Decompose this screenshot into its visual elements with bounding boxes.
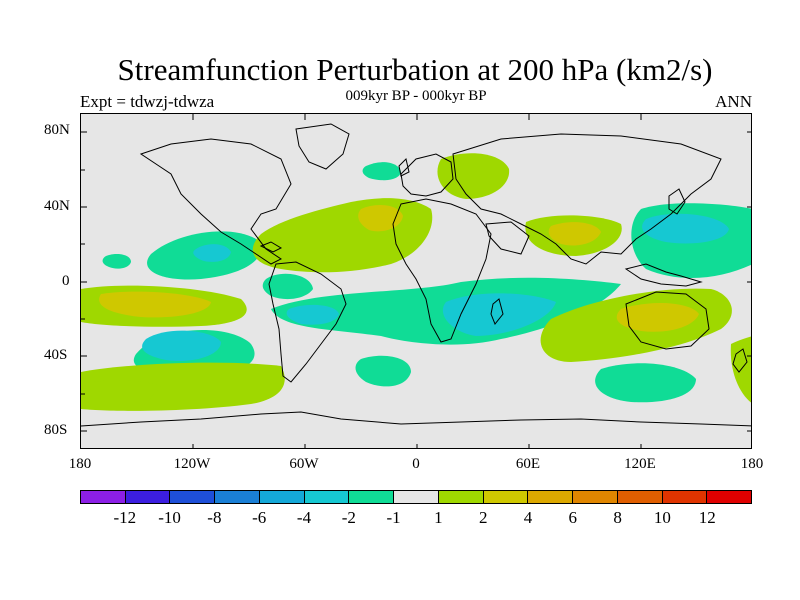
colorbar-label: 2 — [478, 508, 488, 527]
contour-neg2-west-pacific — [642, 213, 729, 244]
lon-tick-label: 60E — [515, 456, 541, 472]
colorbar-label: -2 — [341, 508, 356, 527]
contour-pos2-east-pacific — [99, 291, 211, 318]
season-label: ANN — [715, 92, 752, 111]
indonesia-coast — [624, 263, 703, 287]
axis-ticks — [81, 114, 751, 448]
contour-neg1-north-atlantic — [362, 162, 401, 181]
map-canvas — [81, 114, 751, 448]
contour-pos2-north-africa — [358, 204, 403, 232]
colorbar-label: -12 — [113, 508, 137, 527]
arabia-coast — [485, 221, 530, 255]
colorbar-segment — [662, 491, 708, 503]
lon-tick-label: 180 — [68, 456, 92, 472]
colorbar-label: 8 — [613, 508, 622, 527]
africa-coast — [392, 198, 492, 343]
colorbar-label: -6 — [252, 508, 267, 527]
contour-neg1-south-atlantic-small — [355, 355, 411, 387]
colorbar-label: 4 — [523, 508, 533, 527]
map-panel — [80, 113, 752, 449]
colorbar-segment — [438, 491, 484, 503]
colorbar-segment — [573, 491, 618, 503]
colorbar-label: 12 — [698, 508, 716, 527]
contour-neg2-south-pacific — [142, 330, 221, 362]
colorbar-label: 10 — [653, 508, 671, 527]
europe-coast — [400, 153, 454, 197]
caribbean-coast — [259, 241, 283, 253]
lat-tick-label: 0 — [62, 273, 70, 289]
colorbar-segment — [617, 491, 663, 503]
colorbar — [80, 490, 752, 504]
colorbar-label: -8 — [207, 508, 222, 527]
contour-neg2-north-pacific — [193, 244, 231, 262]
new-zealand-coast — [732, 348, 748, 373]
south-america-coast — [268, 261, 347, 383]
antarctica-coast — [81, 411, 751, 427]
madagascar-coast — [490, 298, 504, 325]
lon-tick-label: 0 — [412, 456, 420, 472]
map-title: Streamfunction Perturbation at 200 hPa (… — [117, 52, 713, 87]
contour-neg2-south-atlantic — [286, 304, 339, 325]
lon-tick-label: 120W — [173, 456, 211, 472]
colorbar-label: -4 — [296, 508, 312, 527]
asia-coast — [452, 133, 722, 265]
contour-pos1-east-indian-edge — [730, 336, 751, 403]
experiment-label: Expt = tdwzj-tdwza — [80, 92, 215, 111]
colorbar-segment — [170, 491, 216, 503]
contour-pos2-india — [548, 222, 601, 246]
contour-neg1-atlantic-west — [262, 273, 313, 300]
lon-tick-label: 120E — [624, 456, 656, 472]
contour-pos1-atlantic-tropics — [252, 198, 433, 273]
north-america-coast — [139, 138, 292, 265]
australia-coast — [625, 291, 710, 350]
contour-pos1-antarctic-pacific — [81, 380, 161, 409]
colorbar-segment — [349, 491, 395, 503]
lon-tick-label: 180 — [740, 456, 764, 472]
contour-pos1-eurasia — [437, 153, 510, 199]
lat-tick-label: 40N — [44, 198, 70, 214]
colorbar-segment — [215, 491, 260, 503]
japan-coast — [668, 188, 686, 215]
colorbar-label: 1 — [434, 508, 443, 527]
colorbar-segment — [528, 491, 574, 503]
map-subtitle: 009kyr BP - 000kyr BP — [345, 88, 487, 104]
colorbar-segment — [707, 491, 752, 503]
colorbar-label: -1 — [386, 508, 401, 527]
coastlines — [81, 123, 751, 427]
contour-neg1-south-ocean — [595, 363, 696, 403]
colorbar-segment — [125, 491, 171, 503]
contour-neg2-indian-ocean — [442, 293, 556, 336]
colorbar-label: -10 — [158, 508, 181, 527]
colorbar-segment — [483, 491, 529, 503]
uk-coast — [398, 158, 410, 177]
contour-neg1-hawaii — [102, 254, 131, 269]
colorbar-segment — [81, 491, 126, 503]
lon-tick-label: 60W — [289, 456, 319, 472]
lat-tick-label: 40S — [44, 347, 68, 363]
lat-tick-label: 80S — [44, 422, 68, 438]
colorbar-segment — [394, 491, 439, 503]
colorbar-label: 6 — [568, 508, 578, 527]
lat-tick-label: 80N — [44, 122, 70, 138]
contour-pos2-australia — [616, 302, 699, 332]
greenland-coast — [295, 123, 350, 170]
colorbar-segment — [304, 491, 350, 503]
colorbar-segment — [259, 491, 305, 503]
